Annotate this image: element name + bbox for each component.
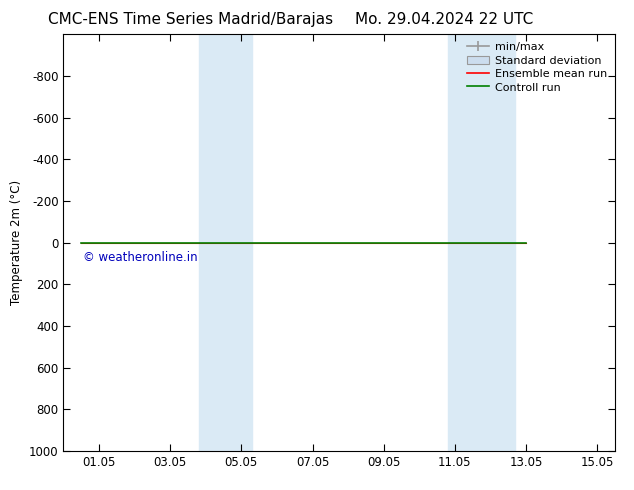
Legend: min/max, Standard deviation, Ensemble mean run, Controll run: min/max, Standard deviation, Ensemble me… <box>463 38 612 97</box>
Text: © weatheronline.in: © weatheronline.in <box>83 251 198 264</box>
Text: CMC-ENS Time Series Madrid/Barajas: CMC-ENS Time Series Madrid/Barajas <box>48 12 333 27</box>
Bar <box>448 34 515 451</box>
Y-axis label: Temperature 2m (°C): Temperature 2m (°C) <box>10 180 23 305</box>
Bar <box>198 34 252 451</box>
Text: Mo. 29.04.2024 22 UTC: Mo. 29.04.2024 22 UTC <box>354 12 533 27</box>
